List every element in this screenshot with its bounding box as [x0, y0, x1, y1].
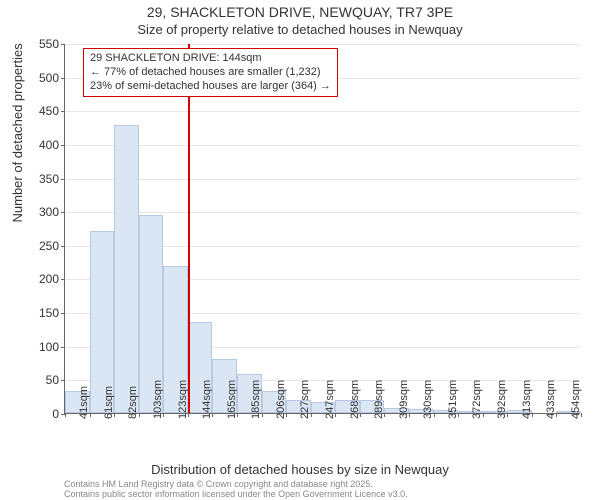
- x-tick-label: 123sqm: [177, 380, 189, 419]
- x-tick-mark: [212, 413, 213, 417]
- x-tick-label: 144sqm: [201, 380, 213, 419]
- gridline: [65, 179, 580, 180]
- x-tick-mark: [507, 413, 508, 417]
- x-tick-label: 165sqm: [226, 380, 238, 419]
- x-tick-label: 82sqm: [127, 386, 139, 419]
- chart-container: 29, SHACKLETON DRIVE, NEWQUAY, TR7 3PE S…: [0, 0, 600, 500]
- x-tick-mark: [483, 413, 484, 417]
- chart-title-sub: Size of property relative to detached ho…: [0, 22, 600, 37]
- x-tick-label: 351sqm: [447, 380, 459, 419]
- x-tick-label: 392sqm: [496, 380, 508, 419]
- subject-marker-line: [188, 44, 190, 413]
- y-tick-mark: [61, 279, 65, 280]
- x-tick-label: 103sqm: [152, 380, 164, 419]
- x-tick-mark: [384, 413, 385, 417]
- y-tick-mark: [61, 347, 65, 348]
- x-tick-mark: [65, 413, 66, 417]
- x-tick-label: 206sqm: [275, 380, 287, 419]
- callout-line-2: ← 77% of detached houses are smaller (1,…: [90, 66, 331, 80]
- histogram-bar: [114, 125, 139, 413]
- plot-area: 05010015020025030035040045050055041sqm61…: [64, 44, 580, 414]
- x-axis-label: Distribution of detached houses by size …: [0, 462, 600, 477]
- x-tick-mark: [286, 413, 287, 417]
- x-tick-mark: [532, 413, 533, 417]
- x-tick-mark: [188, 413, 189, 417]
- x-tick-label: 330sqm: [422, 380, 434, 419]
- x-tick-label: 268sqm: [349, 380, 361, 419]
- x-tick-label: 433sqm: [545, 380, 557, 419]
- y-tick-mark: [61, 145, 65, 146]
- x-tick-mark: [262, 413, 263, 417]
- x-tick-label: 454sqm: [570, 380, 582, 419]
- x-tick-mark: [581, 413, 582, 417]
- y-tick-mark: [61, 44, 65, 45]
- x-tick-mark: [163, 413, 164, 417]
- x-tick-mark: [335, 413, 336, 417]
- x-tick-label: 372sqm: [471, 380, 483, 419]
- footer-line-2: Contains public sector information licen…: [64, 490, 408, 500]
- x-tick-mark: [237, 413, 238, 417]
- chart-title-main: 29, SHACKLETON DRIVE, NEWQUAY, TR7 3PE: [0, 4, 600, 20]
- y-tick-mark: [61, 78, 65, 79]
- x-tick-label: 61sqm: [103, 386, 115, 419]
- y-tick-mark: [61, 179, 65, 180]
- x-tick-label: 289sqm: [373, 380, 385, 419]
- x-tick-label: 247sqm: [324, 380, 336, 419]
- data-attribution: Contains HM Land Registry data © Crown c…: [64, 480, 408, 500]
- x-tick-mark: [114, 413, 115, 417]
- x-tick-mark: [139, 413, 140, 417]
- y-tick-mark: [61, 212, 65, 213]
- x-tick-mark: [458, 413, 459, 417]
- x-tick-mark: [90, 413, 91, 417]
- x-tick-mark: [360, 413, 361, 417]
- callout-line-1: 29 SHACKLETON DRIVE: 144sqm: [90, 52, 331, 66]
- x-tick-mark: [434, 413, 435, 417]
- y-tick-mark: [61, 246, 65, 247]
- y-tick-mark: [61, 380, 65, 381]
- gridline: [65, 44, 580, 45]
- x-tick-mark: [311, 413, 312, 417]
- x-tick-label: 185sqm: [250, 380, 262, 419]
- callout-line-3: 23% of semi-detached houses are larger (…: [90, 80, 331, 94]
- x-tick-mark: [556, 413, 557, 417]
- x-tick-mark: [409, 413, 410, 417]
- x-tick-label: 309sqm: [398, 380, 410, 419]
- gridline: [65, 145, 580, 146]
- callout-box: 29 SHACKLETON DRIVE: 144sqm← 77% of deta…: [83, 48, 338, 97]
- gridline: [65, 111, 580, 112]
- x-tick-label: 41sqm: [78, 386, 90, 419]
- y-axis-label: Number of detached properties: [10, 43, 25, 222]
- x-tick-label: 227sqm: [299, 380, 311, 419]
- y-tick-mark: [61, 111, 65, 112]
- gridline: [65, 212, 580, 213]
- x-tick-label: 413sqm: [521, 380, 533, 419]
- y-tick-mark: [61, 313, 65, 314]
